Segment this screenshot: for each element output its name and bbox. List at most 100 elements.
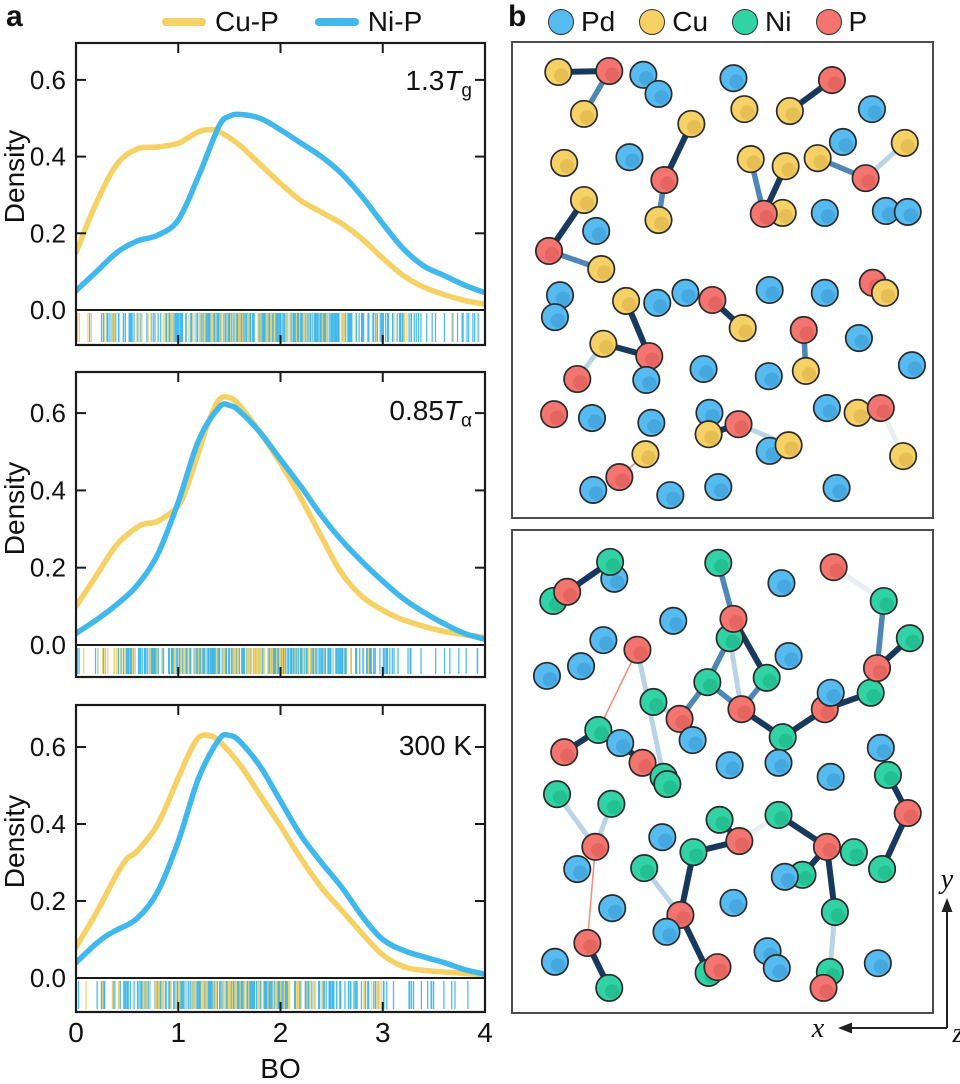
atom-Pd (767, 569, 796, 598)
atom-body (644, 205, 673, 235)
atom-Ni (630, 854, 659, 883)
atom-shade (883, 771, 899, 786)
atom-shade (774, 811, 789, 826)
atom-Cu (631, 440, 660, 469)
atom-shade (784, 652, 799, 667)
atom-body (897, 351, 926, 380)
atom-Pd (704, 473, 733, 502)
atom-body (656, 481, 685, 510)
atom-shade (663, 780, 678, 795)
y-tick-label: 0.4 (30, 809, 66, 839)
atom-shade (740, 105, 755, 120)
atom-body (639, 687, 668, 716)
atom-body (629, 60, 658, 89)
atom-body (569, 185, 599, 215)
atom-Ni (869, 586, 898, 616)
atom-shade (820, 209, 836, 224)
atom-shade (615, 739, 631, 754)
atom-shade (746, 155, 761, 170)
atom-Cu (736, 145, 765, 174)
atom-body (873, 760, 903, 789)
y-axis-symbol: y (938, 864, 954, 895)
atom-body (542, 780, 572, 809)
atom-shade (826, 773, 841, 788)
atom-body (544, 57, 573, 87)
atom-Ni (693, 668, 722, 697)
atom-P (817, 66, 847, 95)
atom-shade (681, 289, 696, 304)
atom-P (703, 953, 732, 982)
atom-shade (876, 744, 891, 759)
atom-body (771, 152, 800, 181)
atom-P (862, 654, 892, 683)
atom-shade (579, 196, 595, 211)
atom-shade (725, 761, 740, 776)
atom-body (775, 96, 804, 126)
atom-body (809, 973, 838, 1002)
x-tick-label: 1 (170, 1017, 186, 1048)
rug-plot (76, 648, 479, 674)
atom-shade (708, 296, 723, 311)
atom-body (579, 475, 608, 504)
atom-Pd (577, 403, 607, 433)
atom-Pd (897, 351, 926, 380)
atom-shade (876, 404, 891, 419)
atom-shade (639, 71, 654, 86)
atom-Ni (820, 898, 849, 927)
atom-body (812, 393, 841, 423)
atom-Pd (719, 64, 748, 93)
atom-body (816, 762, 845, 791)
y-tick-label: 0.4 (30, 142, 66, 172)
atom-shade (784, 441, 799, 456)
y-axis-label: Density (0, 130, 30, 223)
atom-shade (799, 326, 814, 341)
atom-shade (605, 984, 620, 999)
atom-Ni (868, 855, 897, 884)
atom-shade (713, 963, 728, 978)
atom-body (725, 827, 754, 856)
atom-shade (654, 90, 669, 105)
plot-frame (74, 41, 487, 347)
atom-body (553, 577, 582, 606)
atom-body (550, 148, 579, 177)
atom-shade (778, 733, 793, 748)
atom-body (704, 473, 733, 502)
atom-body (727, 695, 756, 724)
atom-shade (642, 376, 657, 391)
atom-P (650, 165, 679, 195)
atom-body (857, 95, 887, 124)
atom-Pd (598, 894, 627, 923)
atom-shade (725, 634, 740, 649)
kde-curve-Cu-P (76, 126, 485, 307)
bond-salmon (597, 648, 639, 731)
rug-plot (77, 981, 469, 1009)
atom-shade (705, 409, 720, 424)
atom-Pd (637, 408, 666, 437)
atom-body (650, 165, 679, 195)
atom-Ni (679, 838, 708, 867)
atom-shade (641, 450, 656, 465)
atom-body (828, 127, 857, 157)
atom-shade (714, 559, 729, 574)
atom-body (628, 748, 657, 777)
atom-body (582, 216, 611, 246)
atom-shade (675, 715, 690, 730)
atom-shade (827, 76, 843, 91)
atom-Cu (843, 398, 872, 427)
atom-body (550, 738, 579, 767)
atom-body (652, 917, 681, 946)
atom-body (819, 553, 848, 582)
atom-body (596, 547, 625, 576)
x-tick-label: 2 (273, 1017, 289, 1048)
atom-body (595, 973, 624, 1002)
atom-Cu (870, 278, 900, 307)
atom-shade (550, 313, 566, 328)
atom-body (648, 823, 677, 852)
bond-salmon (586, 846, 597, 944)
atom-shade (625, 153, 640, 168)
atom-shade (873, 959, 889, 974)
atom-body (584, 715, 613, 745)
atom-Pd (589, 626, 618, 655)
atom-shade (762, 674, 777, 689)
atom-Pd (844, 324, 873, 353)
